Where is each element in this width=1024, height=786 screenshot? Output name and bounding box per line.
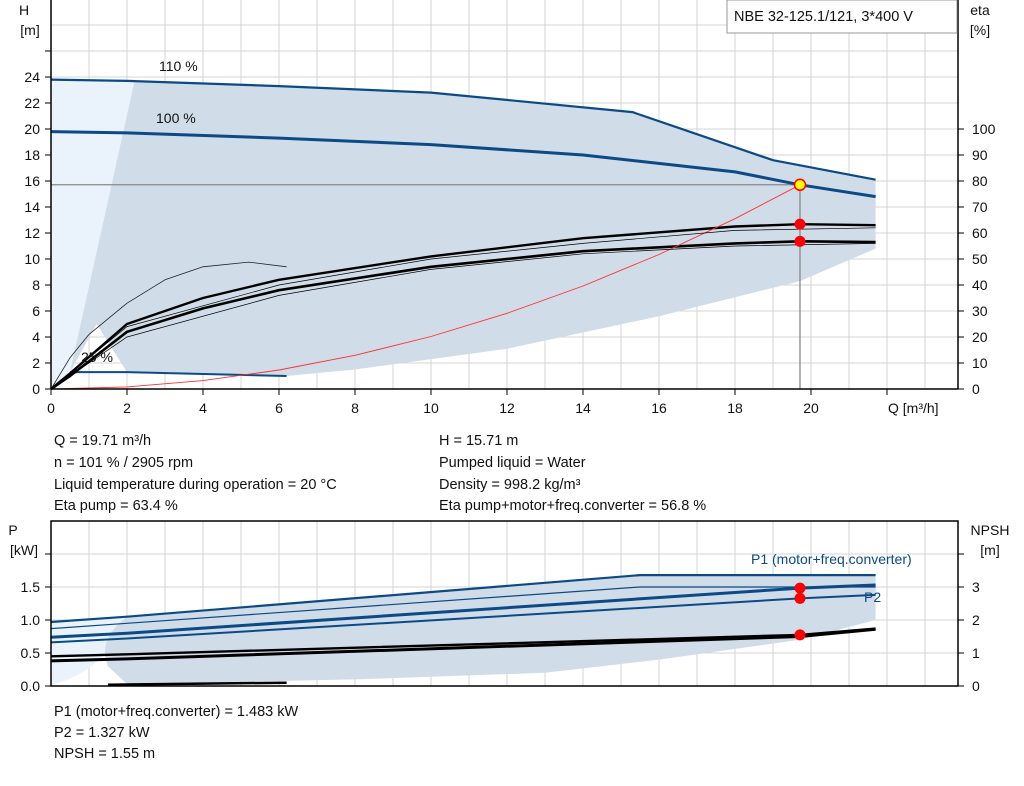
eta-tick-label: 100 [972,121,996,137]
h-axis-unit: [m] [20,22,39,38]
eta-axis-label: eta [970,2,990,18]
eta-tick-label: 20 [972,329,988,345]
npsh-axis-unit: [m] [980,542,999,558]
info-eta-pump: Eta pump = 63.4 % [54,498,178,514]
eta-total-duty-marker [794,235,806,247]
info-p1: P1 (motor+freq.converter) = 1.483 kW [54,704,298,720]
curve-label-100: 100 % [156,110,196,126]
info-p2: P2 = 1.327 kW [54,725,150,741]
h-tick-label: 0 [32,381,40,397]
duty-point-marker [793,178,807,192]
npsh-duty-marker [794,629,806,641]
p-axis-label: P [8,522,17,538]
power-duty-marker [794,582,806,594]
eta-tick-label: 80 [972,173,988,189]
npsh-tick-label: 1 [972,645,980,661]
p-tick-label: 1.5 [21,579,41,595]
q-tick-label: 20 [803,400,819,416]
npsh-tick-label: 0 [972,678,980,694]
operating-envelope [104,575,876,684]
npsh-tick-label: 2 [972,612,980,628]
h-tick-label: 2 [32,355,40,371]
info-head: H = 15.71 m [439,433,518,449]
q-tick-label: 12 [499,400,515,416]
info-speed: n = 101 % / 2905 rpm [54,455,193,471]
h-tick-label: 16 [24,173,40,189]
eta-total-curve [50,240,876,391]
operating-envelope [70,80,876,377]
eta-curve-25-percent [50,261,287,390]
info-top-left: Q = 19.71 m³/h n = 101 % / 2905 rpm Liqu… [54,433,337,514]
q-axis-label: Q [m³/h] [888,400,939,416]
h-tick-label: 4 [32,329,40,345]
p-tick-label: 0.0 [21,678,41,694]
info-flow: Q = 19.71 m³/h [54,433,151,449]
eta-tick-label: 40 [972,277,988,293]
curve-label-25: 25 % [81,349,113,365]
eta-curve-thin [50,243,876,390]
h-tick-label: 6 [32,303,40,319]
info-density: Density = 998.2 kg/m³ [439,477,581,493]
curve-25-percent [70,371,287,377]
eta-tick-label: 50 [972,251,988,267]
p-curve-25-percent [107,681,287,686]
info-liquid: Pumped liquid = Water [439,455,586,471]
curve-110-percent [50,78,876,181]
eta-pump-duty-marker [794,218,806,230]
system-curve [50,184,801,390]
h-axis-label: H [19,2,29,18]
title-box-text: NBE 32-125.1/121, 3*400 V [734,9,913,25]
eta-axis-unit: [%] [970,22,990,38]
title-box [726,0,958,34]
h-tick-label: 10 [24,251,40,267]
envelope-light-region [51,79,139,389]
h-tick-label: 20 [24,121,40,137]
eta-tick-label: 0 [972,381,980,397]
npsh-tick-label: 3 [972,579,980,595]
eta-tick-label: 10 [972,355,988,371]
h-tick-label: 8 [32,277,40,293]
q-tick-label: 0 [47,400,55,416]
p-tick-label: 0.5 [21,645,41,661]
curve-label-110: 110 % [159,58,198,74]
h-tick-label: 14 [24,199,40,215]
h-tick-label: 22 [24,95,40,111]
q-tick-label: 18 [727,400,743,416]
curve-100-percent [50,130,876,199]
info-eta-total: Eta pump+motor+freq.converter = 56.8 % [439,498,706,514]
q-tick-label: 2 [123,400,131,416]
npsh-axis-label: NPSH [971,522,1010,538]
h-tick-label: 12 [24,225,40,241]
info-npsh: NPSH = 1.55 m [54,746,155,762]
info-temperature: Liquid temperature during operation = 20… [54,477,337,493]
eta-tick-label: 90 [972,147,988,163]
q-tick-label: 14 [575,400,591,416]
p2-curve-100-percent [50,593,876,644]
q-tick-label: 10 [423,400,439,416]
eta-tick-label: 30 [972,303,988,319]
curve-label-p1: P1 (motor+freq.converter) [751,551,912,567]
q-tick-label: 8 [351,400,359,416]
npsh-curve-thick [50,627,876,663]
eta-tick-label: 60 [972,225,988,241]
p-tick-label: 1.0 [21,612,41,628]
h-tick-label: 18 [24,147,40,163]
eta-curve-thin [50,227,876,390]
curve-label-p2: P2 [864,589,881,605]
eta-tick-label: 70 [972,199,988,215]
p1-curve-110-percent [50,574,876,624]
q-tick-label: 16 [651,400,667,416]
q-tick-label: 6 [275,400,283,416]
eta-pump-curve [50,223,876,390]
p-axis-unit: [kW] [10,542,38,558]
p1-curve-100-percent [50,583,876,639]
h-tick-label: 24 [24,69,40,85]
bottom-plot-frame [50,520,959,687]
info-top-right: H = 15.71 m Pumped liquid = Water Densit… [439,433,706,514]
power-duty-marker [794,592,806,604]
info-bottom: P1 (motor+freq.converter) = 1.483 kW P2 … [54,704,298,762]
p2-curve-110-percent [50,586,876,630]
q-tick-label: 4 [199,400,207,416]
